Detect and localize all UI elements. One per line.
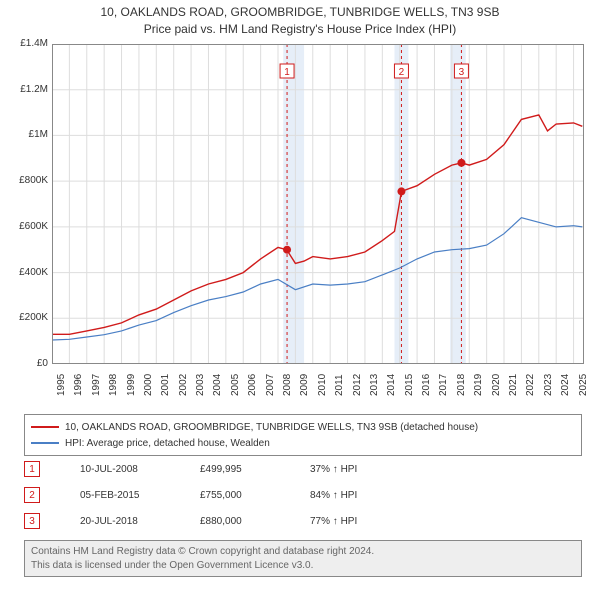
legend-swatch-hpi [31,442,59,444]
x-tick-label: 2007 [265,374,276,396]
x-tick-label: 2009 [299,374,310,396]
title-subtitle: Price paid vs. HM Land Registry's House … [0,21,600,38]
x-tick-label: 2019 [473,374,484,396]
footer-line2: This data is licensed under the Open Gov… [31,559,575,573]
sale-pct: 84% ↑ HPI [310,490,400,501]
x-tick-label: 2004 [212,374,223,396]
x-tick-label: 1996 [73,374,84,396]
x-tick-label: 2017 [438,374,449,396]
x-tick-label: 1998 [108,374,119,396]
x-tick-label: 2006 [247,374,258,396]
legend-label-hpi: HPI: Average price, detached house, Weal… [65,438,575,449]
x-tick-label: 2020 [491,374,502,396]
sales-table: 1 10-JUL-2008 £499,995 37% ↑ HPI 2 05-FE… [24,456,582,534]
legend-box: 10, OAKLANDS ROAD, GROOMBRIDGE, TUNBRIDG… [24,414,582,456]
table-row: 3 20-JUL-2018 £880,000 77% ↑ HPI [24,508,582,534]
x-tick-label: 2005 [230,374,241,396]
sale-date: 20-JUL-2018 [80,516,200,527]
x-tick-label: 1995 [56,374,67,396]
title-block: 10, OAKLANDS ROAD, GROOMBRIDGE, TUNBRIDG… [0,4,600,38]
sale-marker-icon: 1 [24,461,40,477]
x-tick-label: 2001 [160,374,171,396]
chart-container: 10, OAKLANDS ROAD, GROOMBRIDGE, TUNBRIDG… [0,0,600,590]
sale-marker-icon: 3 [24,513,40,529]
chart-svg: 1 2 3 [52,44,584,364]
y-tick-label: £200K [2,312,48,323]
x-tick-label: 2024 [560,374,571,396]
footer-box: Contains HM Land Registry data © Crown c… [24,540,582,577]
y-tick-label: £1.4M [2,38,48,49]
sale-date: 05-FEB-2015 [80,490,200,501]
x-tick-label: 2016 [421,374,432,396]
x-tick-label: 2002 [178,374,189,396]
x-tick-label: 2008 [282,374,293,396]
sale-date: 10-JUL-2008 [80,464,200,475]
sale-pct: 77% ↑ HPI [310,516,400,527]
x-axis-labels: 1995 1996 1997 1998 1999 2000 2001 2002 2003 2004… [52,366,584,406]
sale-marker-icon: 2 [24,487,40,503]
y-tick-label: £0 [2,358,48,369]
sale-price: £880,000 [200,516,310,527]
x-tick-label: 2025 [578,374,589,396]
y-tick-label: £1.2M [2,84,48,95]
sale-price: £755,000 [200,490,310,501]
y-tick-label: £800K [2,175,48,186]
y-tick-label: £400K [2,267,48,278]
x-tick-label: 2023 [543,374,554,396]
x-tick-label: 2010 [317,374,328,396]
legend-row-property: 10, OAKLANDS ROAD, GROOMBRIDGE, TUNBRIDG… [31,419,575,435]
y-tick-label: £600K [2,221,48,232]
table-row: 1 10-JUL-2008 £499,995 37% ↑ HPI [24,456,582,482]
x-tick-label: 2014 [386,374,397,396]
x-tick-label: 2012 [352,374,363,396]
legend-label-property: 10, OAKLANDS ROAD, GROOMBRIDGE, TUNBRIDG… [65,422,575,433]
table-row: 2 05-FEB-2015 £755,000 84% ↑ HPI [24,482,582,508]
sale-price: £499,995 [200,464,310,475]
x-tick-label: 1997 [91,374,102,396]
x-tick-label: 2022 [525,374,536,396]
x-tick-label: 2021 [508,374,519,396]
x-tick-label: 2003 [195,374,206,396]
legend-row-hpi: HPI: Average price, detached house, Weal… [31,435,575,451]
title-address: 10, OAKLANDS ROAD, GROOMBRIDGE, TUNBRIDG… [0,4,600,21]
svg-text:3: 3 [459,67,465,78]
footer-line1: Contains HM Land Registry data © Crown c… [31,545,575,559]
x-tick-label: 2000 [143,374,154,396]
chart-area: 1 2 3 [52,44,584,364]
x-tick-label: 2018 [456,374,467,396]
x-tick-label: 2015 [404,374,415,396]
sale-pct: 37% ↑ HPI [310,464,400,475]
svg-text:1: 1 [284,67,290,78]
x-tick-label: 1999 [126,374,137,396]
x-tick-label: 2013 [369,374,380,396]
svg-text:2: 2 [399,67,405,78]
x-tick-label: 2011 [334,374,345,396]
y-tick-label: £1M [2,129,48,140]
legend-swatch-property [31,426,59,428]
